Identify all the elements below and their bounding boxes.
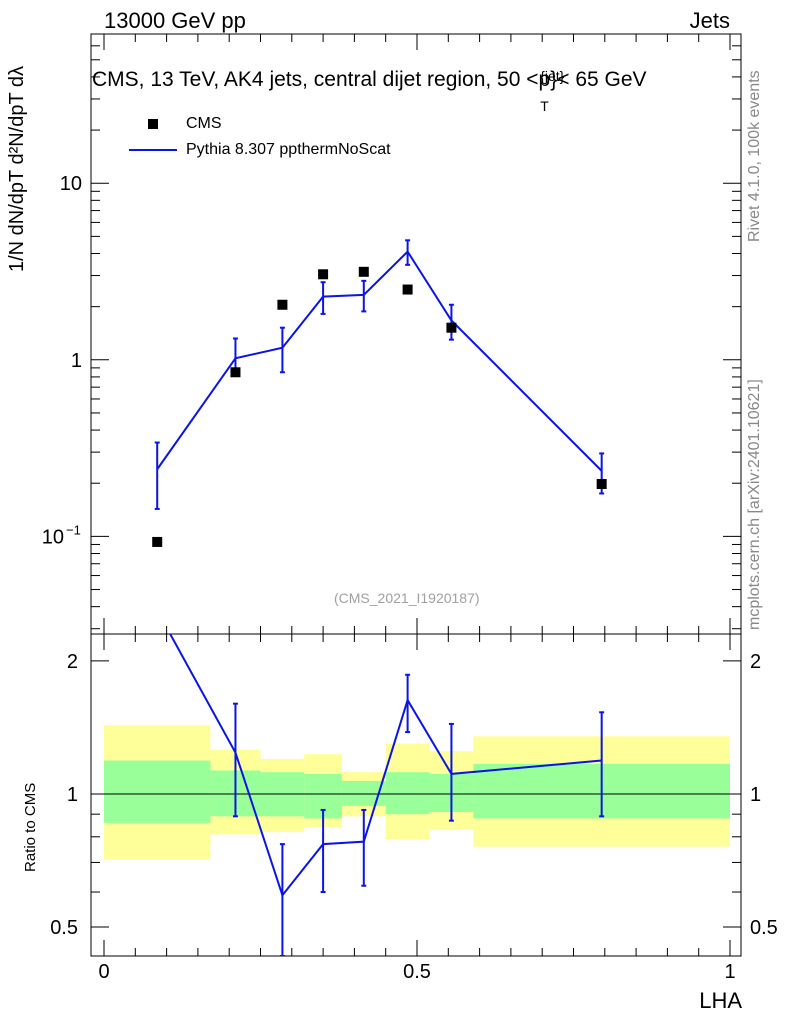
main-panel-frame [90,33,742,635]
header-category: Jets [689,8,730,33]
cms-data-point [318,269,329,280]
cms-data-point [596,478,607,489]
plot-title: CMS, 13 TeV, AK4 jets, central dijet reg… [92,68,647,114]
cms-data-point [277,299,288,310]
header-process: 13000 GeV pp [104,8,246,33]
y-tick-label-exponent: −1 [66,522,81,537]
ratio-y-tick-label-right: 2 [750,651,761,673]
ratio-bands [104,725,730,860]
cms-data-point [152,536,163,547]
cms-data-point [230,367,241,378]
ratio-plot-area [169,634,605,956]
mc-line [156,250,603,472]
ratio-y-tick-label-right: 0.5 [750,917,778,939]
plot-title-sup: {jet} [540,68,565,84]
y-tick-label: 10 [42,526,64,548]
x-tick-label: 1 [724,961,735,983]
ratio-y-tick-label-left: 2 [67,651,78,673]
ratio-y-tick-label-left: 1 [67,784,78,806]
ratio-panel-frame [90,633,742,957]
x-tick-label: 0 [98,961,109,983]
x-tick-label: 0.5 [403,961,431,983]
legend-cms-marker [148,119,158,129]
cms-data-point [402,284,413,295]
legend-mc-label: Pythia 8.307 ppthermNoScat [186,141,391,158]
uncertainty-band-inner [385,772,430,815]
ratio-mc-line [169,634,602,898]
plot-title-end: }< 65 GeV [550,68,647,91]
analysis-watermark: (CMS_2021_I1920187) [334,590,480,606]
ratio-y-tick-label-left: 0.5 [50,917,78,939]
uncertainty-band-inner [104,760,211,823]
y-tick-label: 10 [60,173,82,195]
y-tick-label: 1 [71,350,82,372]
cms-data-point [446,322,457,333]
x-axis-label: LHA [699,988,742,1013]
main-plot-area [152,239,607,547]
plot-title-sub: T [540,98,549,114]
legend-cms-label: CMS [186,115,222,132]
cms-data-point [358,266,369,277]
ratio-y-tick-label-right: 1 [750,784,761,806]
plot-title-main: CMS, 13 TeV, AK4 jets, central dijet reg… [92,68,551,91]
